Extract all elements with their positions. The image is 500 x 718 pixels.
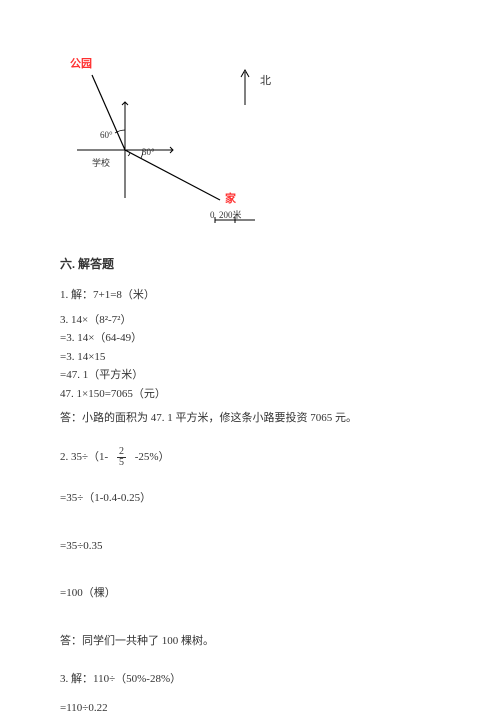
p2-answer: 答：同学们一共种了 100 棵树。 bbox=[60, 633, 440, 651]
p2-line3: =35÷0.35 bbox=[60, 538, 440, 556]
frac-den: 5 bbox=[117, 458, 126, 468]
angle-60-label: 60° bbox=[100, 130, 113, 140]
park-label: 公园 bbox=[70, 55, 92, 71]
p1-answer: 答：小路的面积为 47. 1 平方米，修这条小路要投资 7065 元。 bbox=[60, 410, 440, 428]
home-label: 家 bbox=[225, 190, 236, 206]
p2-post: -25%） bbox=[135, 451, 170, 463]
p1-line5: =47. 1（平方米） bbox=[60, 367, 440, 385]
scale-label: 0 200米 bbox=[210, 208, 242, 221]
north-label: 北 bbox=[260, 72, 271, 88]
p1-line2: 3. 14×（8²-7²） bbox=[60, 312, 440, 330]
fraction-two-fifths: 2 5 bbox=[117, 447, 126, 468]
angle-30-label: 30° bbox=[142, 147, 155, 157]
school-label: 学校 bbox=[92, 156, 110, 169]
p2-pre: 2. 35÷（1- bbox=[60, 451, 108, 463]
problem-3: 3. 解：110÷（50%-28%） =110÷0.22 bbox=[60, 671, 440, 718]
section-title: 六. 解答题 bbox=[60, 255, 440, 272]
p2-line2: =35÷（1-0.4-0.25） bbox=[60, 490, 440, 508]
p2-line1: 2. 35÷（1- 2 5 -25%） bbox=[60, 447, 440, 468]
problem-1: 1. 解：7+1=8（米） 3. 14×（8²-7²） =3. 14×（64-4… bbox=[60, 287, 440, 427]
p3-line1: 3. 解：110÷（50%-28%） bbox=[60, 671, 440, 689]
p3-line2: =110÷0.22 bbox=[60, 700, 440, 718]
direction-diagram: 公园 北 60° 30° 学校 家 0 200米 bbox=[70, 30, 270, 230]
problem-2: 2. 35÷（1- 2 5 -25%） =35÷（1-0.4-0.25） =35… bbox=[60, 447, 440, 650]
p2-line4: =100（棵） bbox=[60, 585, 440, 603]
p1-line6: 47. 1×150=7065（元） bbox=[60, 386, 440, 404]
p1-line3: =3. 14×（64-49） bbox=[60, 330, 440, 348]
p1-line1: 1. 解：7+1=8（米） bbox=[60, 287, 440, 305]
p1-line4: =3. 14×15 bbox=[60, 349, 440, 367]
